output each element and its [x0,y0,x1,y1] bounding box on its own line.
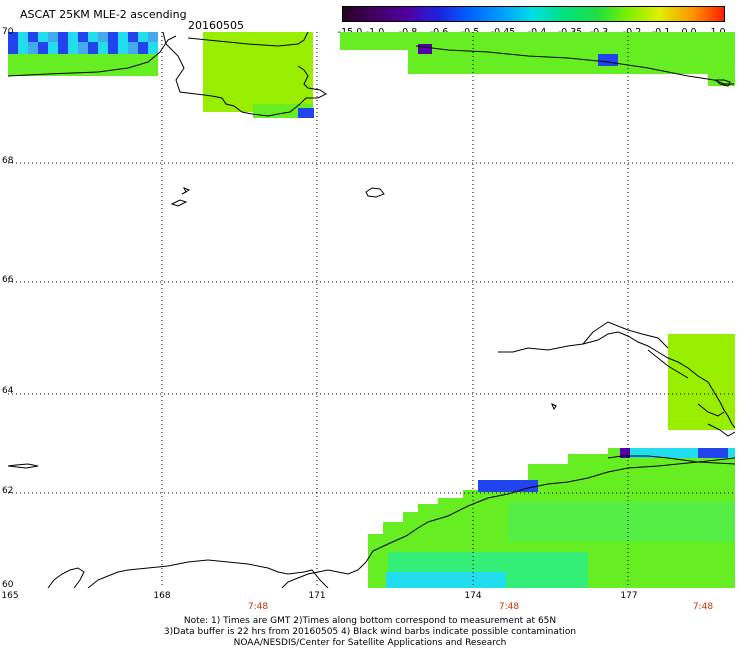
lon-label: 177 [620,591,638,601]
data-cell [478,480,538,492]
data-cell [298,108,314,118]
wind-map [8,32,735,588]
data-cell [118,32,128,42]
data-cell [598,54,618,66]
data-cell [38,32,48,42]
data-cell [98,32,108,42]
graticule [8,32,735,588]
footnote-line-2: 3)Data buffer is 22 hrs from 20160505 4)… [163,627,577,637]
data-cell [708,72,735,86]
footnote-line-3: NOAA/NESDIS/Center for Satellite Applica… [233,638,507,648]
data-cell [58,42,68,54]
data-cell [118,42,128,54]
data-cell [58,32,68,42]
data-swath [668,334,735,430]
data-cell [78,42,88,54]
data-cell [28,32,38,42]
lat-label: 68 [2,156,14,166]
data-cell [68,42,78,54]
time-label: 7:48 [247,602,269,612]
data-cell [148,32,158,42]
lon-label: 168 [153,591,171,601]
data-cell [620,448,630,458]
time-label: 7:48 [692,602,714,612]
data-cell [68,32,78,42]
lat-label: 60 [2,580,14,590]
data-cell [108,42,118,54]
data-cell [8,42,18,54]
data-cell [18,42,28,54]
lon-label: 171 [308,591,326,601]
data-cell [38,42,48,54]
data-cell [148,42,158,54]
data-cell [128,42,138,54]
data-cell [18,32,28,42]
data-cell [48,42,58,54]
lat-label: 62 [2,486,14,496]
colorbar [342,6,725,22]
product-title: ASCAT 25KM MLE-2 ascending [20,8,187,21]
data-cell [620,448,735,458]
data-cell [88,32,98,42]
data-swath [203,32,313,112]
data-cell [418,44,432,54]
coastline [8,32,735,588]
data-cell [138,32,148,42]
lat-label: 66 [2,275,14,285]
footnote-line-1: Note: 1) Times are GMT 2)Times along bot… [183,616,557,626]
data-cell [128,32,138,42]
data-cell [98,42,108,54]
lon-label: 174 [464,591,482,601]
data-cell [508,502,735,542]
data-cell [8,32,18,42]
data-cell [138,42,148,54]
data-cell [28,42,38,54]
data-cell [698,448,728,458]
data-cell [78,32,88,42]
time-label: 7:48 [498,602,520,612]
lat-label: 64 [2,386,14,396]
data-cell [88,42,98,54]
product-date: 20160505 [188,19,244,32]
wind-data-cells [8,32,735,588]
data-cell [108,32,118,42]
data-cell [386,572,506,588]
lat-label: 70 [2,27,14,37]
lon-label: 165 [1,591,19,601]
data-cell [48,32,58,42]
